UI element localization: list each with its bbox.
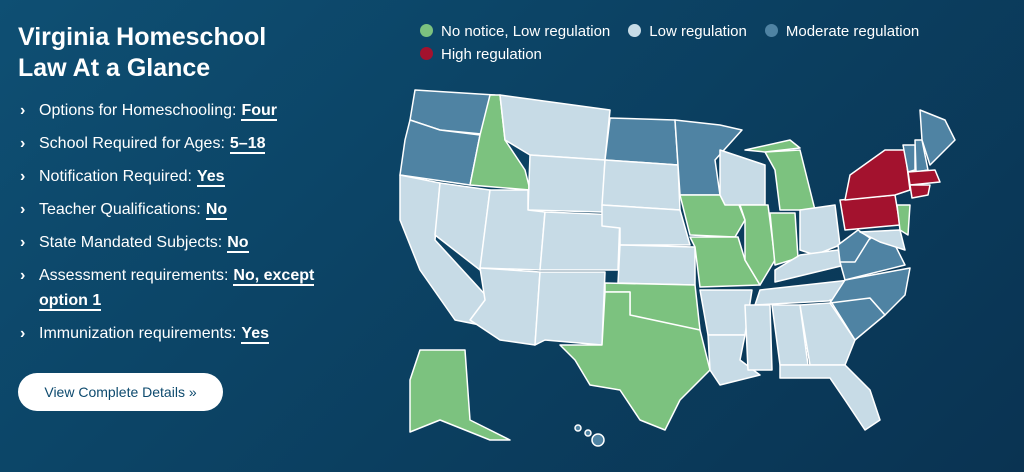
- fact-label: Immunization requirements:: [39, 325, 237, 342]
- state-shape: [617, 244, 696, 286]
- state-shape: [469, 267, 541, 346]
- state-shape: [534, 271, 606, 346]
- state-shape: [591, 433, 605, 447]
- legend-item: Moderate regulation: [764, 20, 920, 43]
- state-shape: [919, 109, 956, 166]
- state-shape: [902, 144, 916, 173]
- legend-swatch: [420, 47, 433, 60]
- legend-label: No notice, Low regulation: [441, 23, 611, 40]
- state-shape: [719, 149, 766, 206]
- state-shape: [674, 119, 743, 196]
- state-shape: [764, 149, 816, 211]
- state-shape: [837, 229, 871, 263]
- legend-item: No notice, Low regulation: [420, 20, 610, 43]
- fact-label: State Mandated Subjects:: [39, 234, 223, 251]
- state-shape: [844, 149, 911, 201]
- fact-item: School Required for Ages:5–18: [18, 131, 338, 156]
- fact-list: Options for Homeschooling:Four School Req…: [18, 98, 338, 346]
- fact-item: Assessment requirements:No, except optio…: [18, 263, 338, 313]
- state-shape: [779, 364, 881, 431]
- state-shape: [707, 334, 761, 386]
- state-shape: [601, 159, 681, 211]
- state-shape: [829, 267, 911, 316]
- fact-label: Notification Required:: [39, 168, 192, 185]
- state-shape: [896, 204, 911, 236]
- fact-value: Four: [241, 102, 277, 121]
- legend-label: Moderate regulation: [785, 23, 920, 40]
- fact-label: Assessment requirements:: [39, 267, 229, 284]
- state-shape: [699, 289, 753, 336]
- state-shape: [559, 291, 711, 431]
- details-button[interactable]: View Complete Details »: [18, 373, 223, 411]
- state-shape: [799, 204, 841, 256]
- fact-value: No: [227, 234, 249, 253]
- state-shape: [907, 169, 941, 186]
- legend-item: Low regulation: [628, 20, 747, 43]
- fact-value: No, except option 1: [39, 267, 315, 311]
- fact-value: Yes: [196, 168, 225, 187]
- legend: No notice, Low regulation Low regulation M…: [420, 20, 980, 66]
- state-shape: [499, 94, 611, 161]
- state-shape: [909, 184, 931, 199]
- state-shape: [799, 302, 856, 366]
- fact-item: Notification Required:Yes: [18, 164, 338, 189]
- fact-item: State Mandated Subjects:No: [18, 230, 338, 255]
- state-shape: [744, 304, 773, 371]
- legend-swatch: [764, 24, 778, 37]
- fact-value: No: [205, 201, 228, 220]
- legend-item: High regulation: [420, 43, 542, 66]
- state-shape: [769, 212, 799, 266]
- state-shape: [584, 429, 592, 437]
- fact-label: Teacher Qualifications:: [39, 201, 201, 218]
- legend-swatch: [628, 24, 642, 37]
- fact-value: Yes: [241, 325, 270, 344]
- fact-value: 5–18: [229, 135, 266, 154]
- fact-label: School Required for Ages:: [39, 135, 225, 152]
- info-panel: Virginia Homeschool Law At a Glance Opti…: [18, 22, 338, 354]
- legend-swatch: [420, 24, 433, 37]
- fact-item: Immunization requirements:Yes: [18, 321, 338, 346]
- state-shape: [574, 424, 582, 432]
- state-shape: [409, 349, 511, 441]
- legend-label: Low regulation: [649, 23, 747, 40]
- title: Virginia Homeschool Law At a Glance: [18, 23, 267, 82]
- state-shape: [859, 229, 906, 251]
- state-shape: [744, 139, 801, 153]
- fact-item: Teacher Qualifications:No: [18, 197, 338, 222]
- legend-label: High regulation: [441, 46, 542, 63]
- fact-label: Options for Homeschooling:: [39, 102, 237, 119]
- fact-item: Options for Homeschooling:Four: [18, 98, 338, 123]
- state-shape: [527, 154, 606, 213]
- state-shape: [604, 117, 679, 166]
- state-shape: [739, 204, 776, 286]
